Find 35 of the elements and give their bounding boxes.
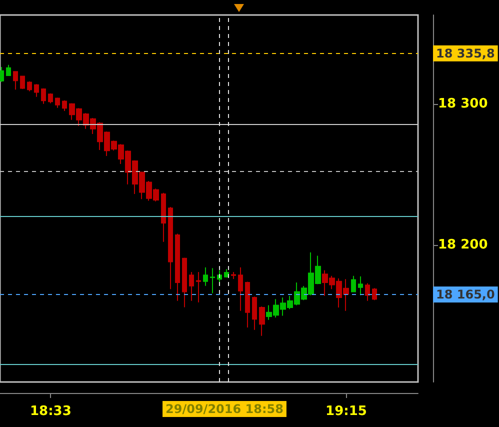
candlestick — [351, 275, 356, 293]
candlestick — [224, 268, 229, 278]
candlestick — [175, 233, 180, 302]
ref-line-label: 18 335,8 — [436, 46, 495, 60]
candlestick — [55, 97, 60, 108]
candlestick — [245, 281, 250, 328]
candlestick — [34, 84, 39, 98]
candlestick — [238, 266, 243, 312]
candlestick — [13, 70, 18, 90]
candlestick — [182, 257, 187, 308]
candlestick — [0, 66, 4, 82]
candlestick — [231, 272, 236, 280]
candlestick — [259, 306, 265, 336]
y-tick-label: 18 300 — [438, 96, 488, 112]
candlestick — [365, 282, 370, 302]
candlestick — [189, 272, 194, 302]
candlestick — [252, 296, 257, 330]
candlestick — [41, 88, 46, 104]
candlestick — [20, 75, 25, 90]
text: 29/09/2016 18:58 — [166, 402, 284, 416]
x-tick-label: 19:15 — [326, 404, 367, 419]
candlestick — [27, 80, 32, 92]
candlestick — [62, 100, 67, 112]
candlestick — [203, 266, 208, 286]
x-tick-label: 18:33 — [30, 404, 72, 419]
ref-line-label: 18 165,0 — [436, 287, 495, 302]
candlestick — [196, 272, 201, 303]
candlestick — [48, 92, 53, 104]
candlestick — [210, 268, 215, 294]
candlestick — [358, 276, 363, 296]
y-tick-label: 18 200 — [438, 238, 488, 253]
candlestick — [168, 206, 173, 290]
candlestick — [372, 288, 377, 301]
candlestick — [6, 64, 11, 76]
candlestick — [161, 192, 166, 242]
